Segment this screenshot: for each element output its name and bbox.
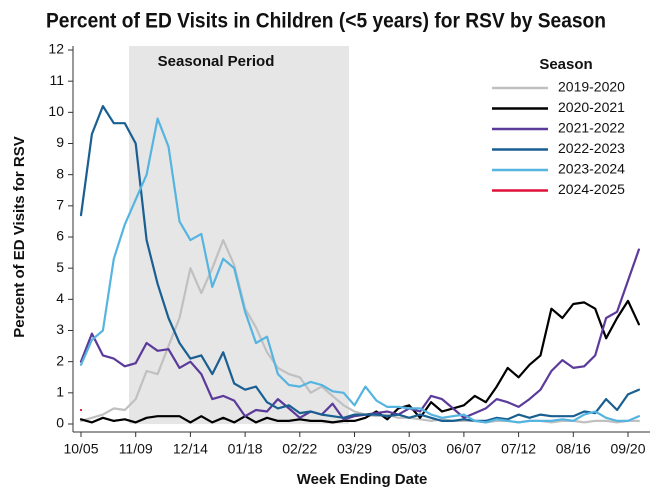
x-tick-label: 12/14	[173, 441, 208, 457]
y-axis-label: Percent of ED Visits for RSV	[11, 136, 28, 337]
y-tick-label: 1	[56, 384, 64, 400]
x-tick-label: 02/22	[282, 441, 317, 457]
y-tick-label: 3	[56, 321, 64, 337]
y-tick-label: 11	[49, 72, 64, 88]
y-tick-label: 9	[56, 134, 64, 150]
x-tick-label: 08/16	[556, 441, 591, 457]
x-tick-label: 01/18	[228, 441, 263, 457]
legend-label: 2020-2021	[558, 99, 625, 115]
legend-label: 2019-2020	[558, 79, 625, 95]
legend-label: 2022-2023	[558, 140, 625, 156]
y-tick-label: 8	[56, 165, 64, 181]
legend-label: 2023-2024	[558, 161, 625, 177]
legend-title: Season	[539, 56, 592, 73]
y-tick-label: 6	[56, 228, 64, 244]
y-tick-label: 10	[48, 103, 64, 119]
x-tick-label: 05/03	[392, 441, 427, 457]
annotation: Seasonal Period	[158, 53, 275, 70]
x-tick-label: 10/05	[63, 441, 98, 457]
x-tick-label: 09/20	[610, 441, 645, 457]
y-tick-label: 5	[56, 259, 64, 275]
chart-title: Percent of ED Visits in Children (<5 yea…	[46, 10, 606, 33]
seasonal-period-band	[129, 46, 349, 424]
series-line	[79, 117, 640, 424]
legend-label: 2021-2022	[558, 120, 625, 136]
y-tick-label: 0	[56, 415, 64, 431]
x-tick-label: 03/29	[337, 441, 372, 457]
series-line	[79, 105, 640, 422]
y-tick-label: 2	[56, 352, 64, 368]
y-tick-label: 4	[56, 290, 64, 306]
x-tick-label: 11/09	[119, 441, 153, 457]
legend-label: 2024-2025	[558, 181, 625, 197]
x-tick-label: 07/12	[501, 441, 536, 457]
x-tick-label: 06/07	[446, 441, 481, 457]
x-axis-label: Week Ending Date	[297, 471, 428, 488]
series-line	[79, 299, 640, 424]
y-tick-label: 12	[48, 41, 64, 57]
y-tick-label: 7	[56, 197, 64, 213]
